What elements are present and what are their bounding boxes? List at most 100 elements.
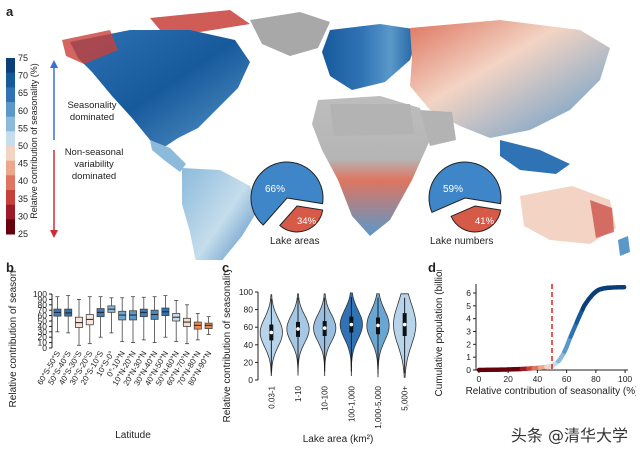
violin-median xyxy=(349,322,354,327)
world-map xyxy=(62,10,630,260)
y-axis-label: Cumulative population (billions) xyxy=(434,270,445,396)
pie-charts: 66% 34% 59% 41% xyxy=(250,161,502,233)
y-tick-label: 40 xyxy=(38,321,48,331)
colorbar-tick: 50 xyxy=(18,141,28,151)
colorbar-tick: 60 xyxy=(18,106,28,116)
y-tick-label: 50 xyxy=(38,316,48,326)
north-america xyxy=(70,30,250,150)
y-tick-label: 0 xyxy=(248,375,253,385)
panel-label-a: a xyxy=(6,4,14,19)
y-tick-label: 90 xyxy=(38,294,48,304)
australia-east xyxy=(590,200,614,238)
pie-slice-small-group xyxy=(450,205,502,233)
violin-median xyxy=(376,323,380,328)
central-america xyxy=(150,140,186,172)
colorbar-segment xyxy=(6,102,15,118)
y-tick-label: 80 xyxy=(244,305,254,315)
pie-slice-big xyxy=(250,161,324,226)
pie-slice-small-group xyxy=(279,205,324,233)
x-tick-label: 100-1,000 xyxy=(347,385,356,422)
y-tick-label: 0 xyxy=(42,343,47,353)
x-tick-label: 80 xyxy=(591,374,601,384)
colorbar-segment xyxy=(6,160,15,176)
alaska xyxy=(62,30,118,64)
y-axis-label: Relative contribution of seasonality (%) xyxy=(222,270,233,422)
pie-slice-big xyxy=(428,161,502,213)
pie-big-label: 59% xyxy=(443,184,463,195)
panel-label-d: d xyxy=(428,260,436,275)
violin-median xyxy=(269,330,274,335)
colorbar-segment xyxy=(6,58,15,74)
x-tick-label: 0.03-1 xyxy=(267,385,276,408)
colorbar-segment xyxy=(6,146,15,162)
non-seasonal-dominated-label: Non-seasonal variability dominated xyxy=(64,147,124,182)
seasonality-dominated-label: Seasonality dominated xyxy=(67,100,117,123)
europe xyxy=(322,24,420,90)
colorbar-segment xyxy=(6,204,15,220)
colorbar-tick: 25 xyxy=(18,229,28,239)
y-tick-label: 6 xyxy=(466,288,471,298)
pie-small-label: 34% xyxy=(297,216,317,227)
colorbar-tick: 40 xyxy=(18,176,28,186)
x-axis-label: Lake area (km²) xyxy=(303,434,374,445)
y-tick-label: 60 xyxy=(38,311,48,321)
pie-label-lake-numbers: Lake numbers xyxy=(430,236,494,247)
box xyxy=(204,322,213,329)
colorbar-tick: 30 xyxy=(18,211,28,221)
colorbar-arrows xyxy=(50,60,58,238)
colorbar-segment xyxy=(6,116,15,132)
australia xyxy=(520,186,616,244)
x-tick-label: 40 xyxy=(533,374,543,384)
pie-label-lake-areas: Lake areas xyxy=(270,236,320,247)
pie-slice-small xyxy=(450,205,502,233)
y-tick-label: 4 xyxy=(466,314,471,324)
x-tick-label: 60 xyxy=(562,374,572,384)
curve-point xyxy=(621,285,627,290)
y-tick-label: 80 xyxy=(38,300,48,310)
y-tick-label: 100 xyxy=(239,287,253,297)
box xyxy=(118,310,127,321)
box xyxy=(139,308,148,318)
colorbar-tick: 75 xyxy=(18,53,28,63)
y-tick-label: 10 xyxy=(38,338,48,348)
y-tick-label: 100 xyxy=(33,289,47,299)
x-axis-label: Latitude xyxy=(115,430,151,441)
y-tick-label: 30 xyxy=(38,327,48,337)
x-tick-label: 1-10 xyxy=(294,385,303,402)
colorbar-segment xyxy=(6,190,15,206)
arctic-islands xyxy=(150,10,250,32)
colorbar-tick: 55 xyxy=(18,123,28,133)
x-tick-label: 1,000-5,000 xyxy=(374,385,383,428)
violin-median xyxy=(322,326,327,330)
panel-label-c: c xyxy=(222,260,230,275)
y-tick-label: 0 xyxy=(466,365,471,375)
y-tick-label: 20 xyxy=(38,332,48,342)
x-tick-label: 20 xyxy=(503,374,513,384)
x-tick-label: 5,000+ xyxy=(401,386,410,411)
colorbar-segment xyxy=(6,219,15,235)
y-tick-label: 5 xyxy=(466,301,471,311)
greenland xyxy=(250,12,330,56)
arabia xyxy=(420,110,456,146)
watermark: 头条 @清华大学 xyxy=(510,426,628,445)
y-tick-label: 70 xyxy=(38,305,48,315)
y-tick-label: 1 xyxy=(466,352,471,362)
sahara xyxy=(330,104,414,136)
new-zealand xyxy=(618,236,630,256)
violin-median xyxy=(402,322,407,327)
violin-plot-lake-area: 0 20 40 60 80 100 0.03-1 1-10 10-100 100-1,000 1,0… xyxy=(222,270,417,445)
y-axis-label: Relative contribution of seasonality (%) xyxy=(8,270,19,407)
asia xyxy=(410,20,610,138)
colorbar-segment xyxy=(6,72,15,88)
pie-big-label: 66% xyxy=(265,184,285,195)
colorbar-tick: 35 xyxy=(18,194,28,204)
violin-median xyxy=(296,327,300,331)
y-tick-label: 40 xyxy=(244,340,254,350)
panel-label-b: b xyxy=(6,260,14,275)
x-tick-label: 0 xyxy=(477,374,482,384)
pie-slice-small xyxy=(279,205,324,233)
colorbar-tick: 45 xyxy=(18,159,28,169)
x-axis-label: Relative contribution of seasonality (%) xyxy=(466,386,636,397)
colorbar: 75 70 65 60 55 50 45 40 35 30 25 xyxy=(6,53,28,239)
